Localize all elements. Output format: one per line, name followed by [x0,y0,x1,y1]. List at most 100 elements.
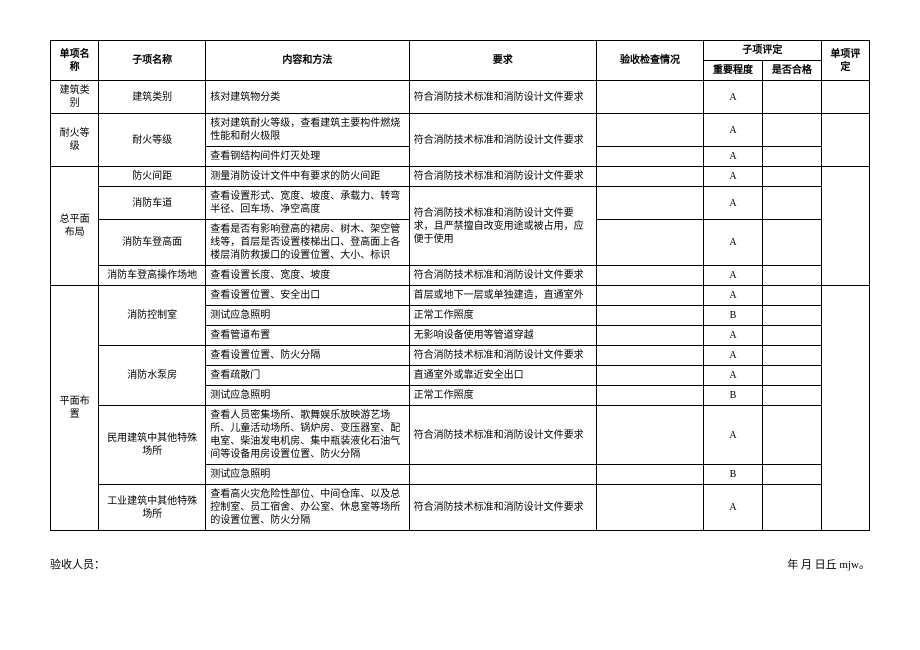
importance-cell: A [704,167,763,187]
footer-right: 年 月 日丘 mjw。 [787,556,870,572]
dxpd-cell [821,167,869,286]
pass-cell [762,81,821,114]
pass-cell [762,406,821,465]
hdr-danxiang: 单项名称 [51,41,99,81]
check-cell [596,386,703,406]
importance-cell: A [704,346,763,366]
hdr-zipingding: 子项评定 [704,41,822,61]
req-cell: 正常工作照度 [409,306,596,326]
group-naihuo: 耐火等级 [51,114,99,167]
check-cell [596,465,703,485]
req-cell: 符合消防技术标准和消防设计文件要求 [409,114,596,167]
sub-jzlb: 建筑类别 [99,81,206,114]
table-row: 消防水泵房 查看设置位置、防火分隔 符合消防技术标准和消防设计文件要求 A [51,346,870,366]
hdr-yaoqiu: 要求 [409,41,596,81]
sub-xfcdgczcd: 消防车登高操作场地 [99,266,206,286]
pass-cell [762,187,821,220]
pass-cell [762,220,821,266]
importance-cell: A [704,286,763,306]
content-cell: 查看设置形式、宽度、坡度、承载力、转弯半径、回车场、净空高度 [206,187,409,220]
pass-cell [762,306,821,326]
importance-cell: B [704,465,763,485]
dxpd-cell [821,81,869,114]
importance-cell: A [704,81,763,114]
table-row: 民用建筑中其他特殊场所 查看人员密集场所、歌舞娱乐放映游艺场所、儿童活动场所、锅… [51,406,870,465]
pass-cell [762,366,821,386]
hdr-dxpd: 单项评定 [821,41,869,81]
table-row: 总平面布局 防火间距 测量消防设计文件中有要求的防火间距 符合消防技术标准和消防… [51,167,870,187]
content-cell: 查看钢结构间件灯灭处理 [206,147,409,167]
check-cell [596,167,703,187]
content-cell: 查看人员密集场所、歌舞娱乐放映游艺场所、儿童活动场所、锅炉房、变压器室、配电室、… [206,406,409,465]
footer-left: 验收人员： [50,556,105,572]
dxpd-cell [821,114,869,167]
pass-cell [762,286,821,306]
hdr-shifou: 是否合格 [762,61,821,81]
req-cell: 符合消防技术标准和消防设计文件要求 [409,485,596,531]
check-cell [596,306,703,326]
sub-xfkzs: 消防控制室 [99,286,206,346]
table-row: 工业建筑中其他特殊场所 查看高火灾危险性部位、中间仓库、以及总控制室、员工宿舍、… [51,485,870,531]
pass-cell [762,147,821,167]
check-cell [596,187,703,220]
dxpd-cell [821,286,869,531]
table-row: 耐火等级 耐火等级 核对建筑耐火等级，查看建筑主要构件燃烧性能和耐火极限 符合消… [51,114,870,147]
req-cell: 符合消防技术标准和消防设计文件要求 [409,406,596,465]
pass-cell [762,167,821,187]
importance-cell: A [704,485,763,531]
sub-xfcd: 消防车道 [99,187,206,220]
table-row: 消防车登高操作场地 查看设置长度、宽度、坡度 符合消防技术标准和消防设计文件要求… [51,266,870,286]
table-row: 建筑类别 建筑类别 核对建筑物分类 符合消防技术标准和消防设计文件要求 A [51,81,870,114]
req-cell: 符合消防技术标准和消防设计文件要求，且严禁擅自改变用途或被占用，应便于使用 [409,187,596,266]
content-cell: 查看设置位置、安全出口 [206,286,409,306]
sub-nhdj: 耐火等级 [99,114,206,167]
check-cell [596,326,703,346]
hdr-neirong: 内容和方法 [206,41,409,81]
sub-myjz: 民用建筑中其他特殊场所 [99,406,206,485]
req-cell: 符合消防技术标准和消防设计文件要求 [409,346,596,366]
sub-xfsbf: 消防水泵房 [99,346,206,406]
hdr-jiancha: 验收检查情况 [596,41,703,81]
hdr-zixiang: 子项名称 [99,41,206,81]
content-cell: 查看设置位置、防火分隔 [206,346,409,366]
importance-cell: B [704,306,763,326]
req-cell: 正常工作照度 [409,386,596,406]
check-cell [596,406,703,465]
importance-cell: B [704,386,763,406]
footer: 验收人员： 年 月 日丘 mjw。 [50,556,870,572]
check-cell [596,286,703,306]
check-cell [596,346,703,366]
check-cell [596,485,703,531]
check-cell [596,366,703,386]
group-zongpingmian: 总平面布局 [51,167,99,286]
importance-cell: A [704,147,763,167]
content-cell: 查看设置长度、宽度、坡度 [206,266,409,286]
sub-fhjj: 防火间距 [99,167,206,187]
check-cell [596,220,703,266]
sub-gyjz: 工业建筑中其他特殊场所 [99,485,206,531]
table-row: 消防车道 查看设置形式、宽度、坡度、承载力、转弯半径、回车场、净空高度 符合消防… [51,187,870,220]
content-cell: 查看疏散门 [206,366,409,386]
importance-cell: A [704,266,763,286]
content-cell: 查看高火灾危险性部位、中间仓库、以及总控制室、员工宿舍、办公室、休息室等场所的设… [206,485,409,531]
pass-cell [762,485,821,531]
importance-cell: A [704,220,763,266]
content-cell: 测试应急照明 [206,306,409,326]
content-cell: 测量消防设计文件中有要求的防火间距 [206,167,409,187]
group-jianzhu: 建筑类别 [51,81,99,114]
content-cell: 查看是否有影响登高的裙房、树木、架空管线等，首层是否设置楼梯出口、登高面上各楼层… [206,220,409,266]
req-cell: 符合消防技术标准和消防设计文件要求 [409,81,596,114]
importance-cell: A [704,326,763,346]
pass-cell [762,465,821,485]
table-row: 平面布置 消防控制室 查看设置位置、安全出口 首层或地下一层或单独建造，直通室外… [51,286,870,306]
inspection-table: 单项名称 子项名称 内容和方法 要求 验收检查情况 子项评定 单项评定 重要程度… [50,40,870,531]
req-cell [409,465,596,485]
importance-cell: A [704,406,763,465]
content-cell: 查看管道布置 [206,326,409,346]
pass-cell [762,346,821,366]
req-cell: 直通室外或靠近安全出口 [409,366,596,386]
check-cell [596,147,703,167]
importance-cell: A [704,366,763,386]
req-cell: 符合消防技术标准和消防设计文件要求 [409,167,596,187]
group-pingmian: 平面布置 [51,286,99,531]
